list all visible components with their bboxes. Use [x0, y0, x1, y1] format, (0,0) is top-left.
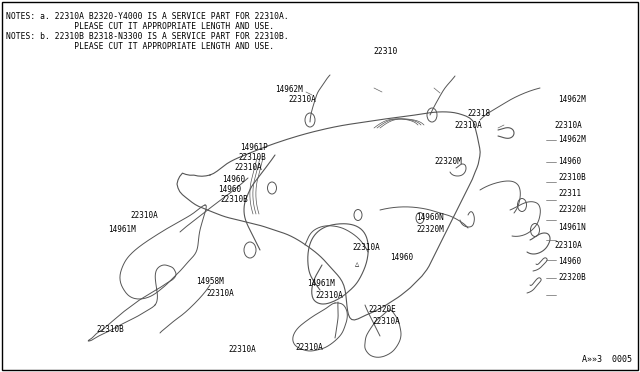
Text: 22310A: 22310A: [228, 346, 256, 355]
Text: 22320H: 22320H: [558, 205, 586, 215]
Text: 22310A: 22310A: [295, 343, 323, 353]
Text: 22310A: 22310A: [315, 291, 343, 299]
Text: 14960: 14960: [558, 157, 581, 167]
Text: 22310A: 22310A: [288, 96, 316, 105]
Text: 14960: 14960: [390, 253, 413, 263]
Text: NOTES: a. 22310A B2320-Y4000 IS A SERVICE PART FOR 22310A.: NOTES: a. 22310A B2320-Y4000 IS A SERVIC…: [6, 12, 289, 21]
Text: 22310A: 22310A: [352, 244, 380, 253]
Text: PLEASE CUT IT APPROPRIATE LENGTH AND USE.: PLEASE CUT IT APPROPRIATE LENGTH AND USE…: [6, 42, 274, 51]
Text: 22310A: 22310A: [554, 121, 582, 129]
Text: A»»3  0005: A»»3 0005: [582, 355, 632, 364]
Text: 14961M: 14961M: [307, 279, 335, 289]
Text: △: △: [355, 261, 359, 267]
Text: 22320M: 22320M: [434, 157, 461, 167]
Text: 14962M: 14962M: [558, 135, 586, 144]
Text: 22310A: 22310A: [372, 317, 400, 327]
Text: 22310B: 22310B: [558, 173, 586, 183]
Text: 22320E: 22320E: [368, 305, 396, 314]
Text: 14961M: 14961M: [108, 225, 136, 234]
Text: 22310B: 22310B: [96, 326, 124, 334]
Text: 14962M: 14962M: [558, 96, 586, 105]
Text: 22320B: 22320B: [558, 273, 586, 282]
Text: 22310A: 22310A: [130, 211, 157, 219]
Text: 22310A: 22310A: [554, 241, 582, 250]
Text: 22310A: 22310A: [454, 121, 482, 129]
Text: 14960N: 14960N: [416, 214, 444, 222]
Text: 22310B: 22310B: [238, 154, 266, 163]
Text: 14961N: 14961N: [558, 224, 586, 232]
Text: 14958M: 14958M: [196, 278, 224, 286]
Text: 22310: 22310: [373, 48, 397, 57]
Text: 22320M: 22320M: [416, 225, 444, 234]
Text: 22310A: 22310A: [234, 164, 262, 173]
Text: 22310B: 22310B: [220, 196, 248, 205]
Text: 14960: 14960: [558, 257, 581, 266]
Text: 22311: 22311: [558, 189, 581, 199]
Text: 22310A: 22310A: [206, 289, 234, 298]
Text: NOTES: b. 22310B B2318-N3300 IS A SERVICE PART FOR 22310B.: NOTES: b. 22310B B2318-N3300 IS A SERVIC…: [6, 32, 289, 41]
Text: 22318: 22318: [467, 109, 490, 118]
Text: 14961P: 14961P: [240, 144, 268, 153]
Text: PLEASE CUT IT APPROPRIATE LENGTH AND USE.: PLEASE CUT IT APPROPRIATE LENGTH AND USE…: [6, 22, 274, 31]
Text: 14960: 14960: [222, 176, 245, 185]
Text: 14960: 14960: [218, 186, 241, 195]
Text: 14962M: 14962M: [275, 86, 303, 94]
